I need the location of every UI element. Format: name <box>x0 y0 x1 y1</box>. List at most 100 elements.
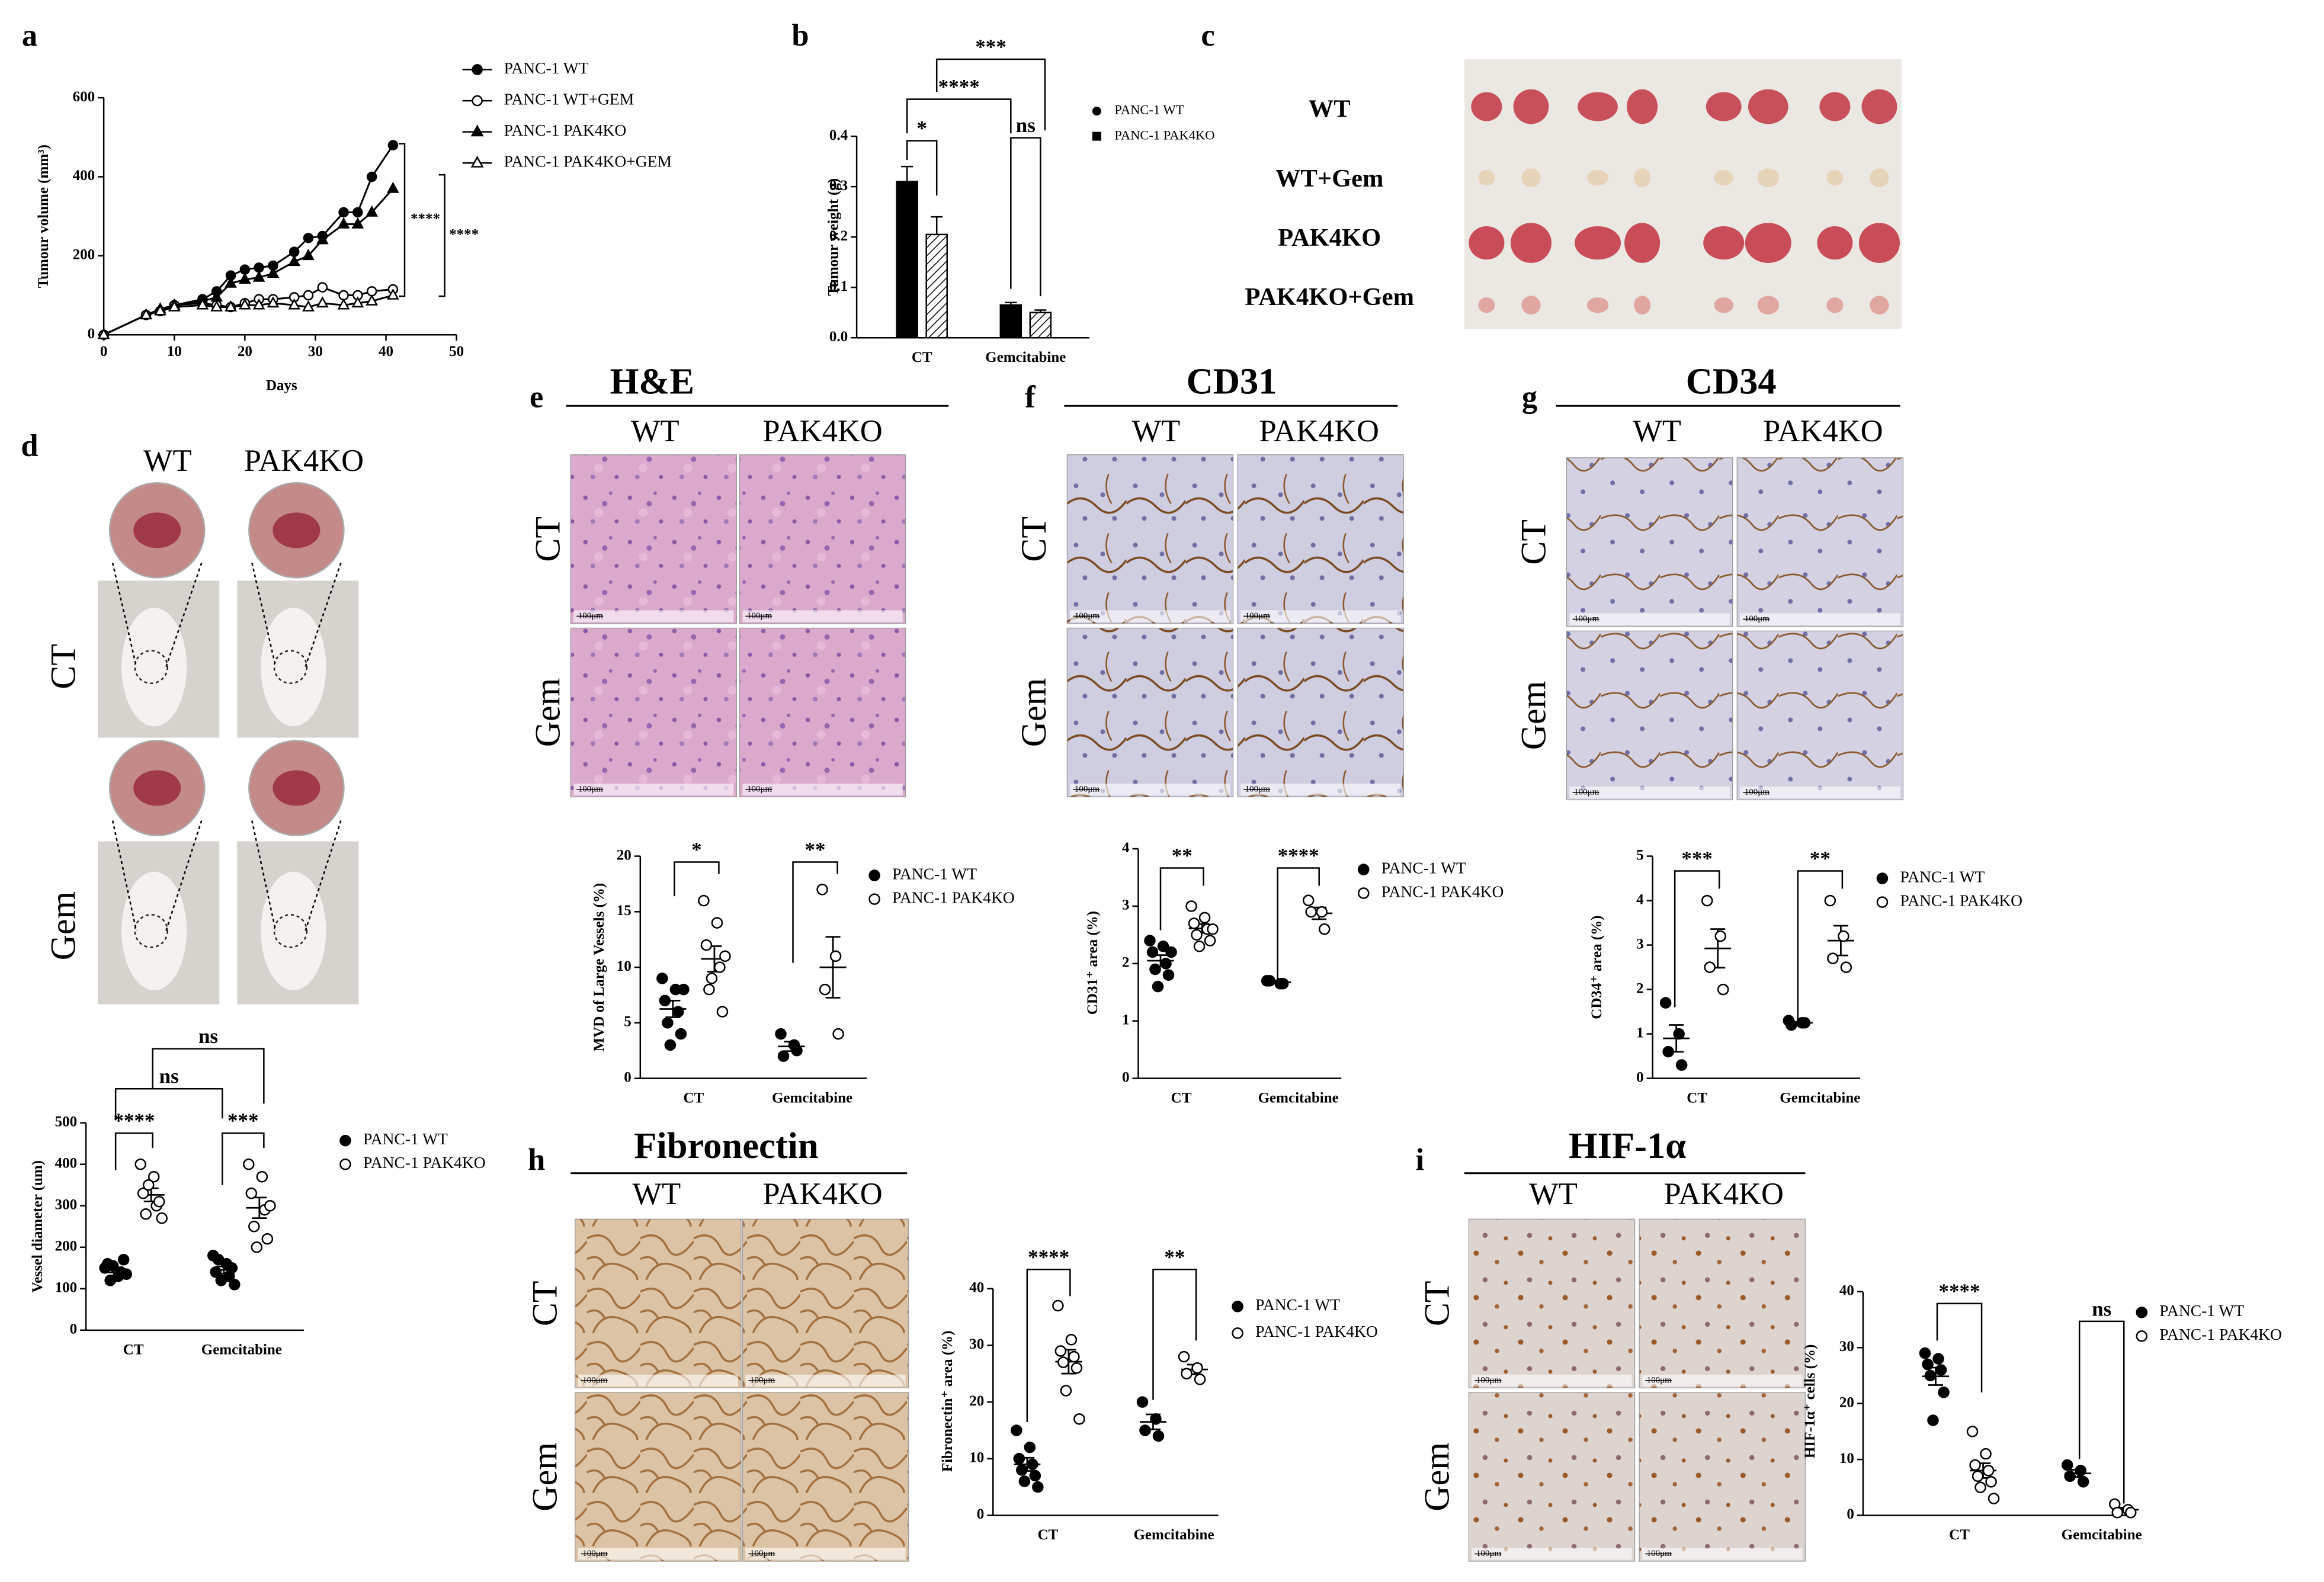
column-label: PAK4KO <box>762 414 882 448</box>
panel-letter: b <box>791 18 809 53</box>
y-tick-label: 600 <box>73 89 95 105</box>
marker <box>338 207 349 218</box>
marker <box>238 298 251 310</box>
scale-bar-label: 100μm <box>747 611 772 621</box>
y-tick-label: 200 <box>55 1238 78 1254</box>
significance-label: ** <box>1164 1246 1185 1269</box>
error-bar <box>931 216 943 235</box>
panel-letter: i <box>1416 1143 1425 1177</box>
y-tick-label: 40 <box>969 1280 984 1296</box>
significance-bracket <box>674 861 720 897</box>
marker <box>775 1028 787 1040</box>
marker <box>1982 1465 1995 1477</box>
scale-bar-bg <box>745 1548 906 1560</box>
significance-bracket <box>438 174 445 297</box>
marker <box>107 1260 119 1272</box>
inset-line <box>304 562 342 668</box>
significance-bracket <box>2078 1320 2125 1504</box>
marker <box>261 1233 274 1245</box>
legend-label: PANC-1 WT <box>1381 858 1466 877</box>
marker <box>2111 1506 2123 1519</box>
inset-line <box>251 820 277 932</box>
x-tick-label: CT <box>1037 1527 1058 1543</box>
row-label: PAK4KO+Gem <box>1245 283 1414 311</box>
marker <box>252 298 265 310</box>
x-tick-label: Gemcitabine <box>1258 1090 1339 1106</box>
row-label: Gem <box>1418 1442 1457 1512</box>
scale-bar-label: 100μm <box>578 784 604 794</box>
marker <box>302 300 315 312</box>
scale-bar-bg <box>1472 1548 1632 1560</box>
marker <box>337 298 350 310</box>
significance-label: **** <box>1028 1246 1069 1269</box>
significance-bracket <box>399 143 406 297</box>
y-tick-label: 20 <box>969 1393 984 1409</box>
y-tick-label: 1 <box>1122 1012 1130 1028</box>
row-label: Gem <box>1014 678 1053 747</box>
marker <box>868 869 880 881</box>
scale-bar-label: 100μm <box>1574 614 1599 624</box>
marker <box>1701 894 1713 907</box>
scale-bar-label: 100μm <box>1245 784 1271 794</box>
marker <box>387 140 399 150</box>
marker <box>1232 1301 1243 1313</box>
marker <box>303 233 314 243</box>
y-tick-label: 0 <box>977 1506 985 1522</box>
mean-sem <box>137 1187 165 1202</box>
column-label: WT <box>631 414 679 448</box>
significance-label: ** <box>1810 847 1831 870</box>
marker <box>1988 1493 2000 1504</box>
significance-label: *** <box>975 36 1006 59</box>
legend-label: PANC-1 WT <box>1255 1295 1340 1314</box>
significance-label: *** <box>1681 847 1713 870</box>
panel-letter: d <box>21 429 38 463</box>
marker <box>245 1188 258 1199</box>
marker <box>1054 1345 1067 1357</box>
marker <box>142 1179 155 1191</box>
marker <box>1714 930 1726 942</box>
scale-bar-label: 100μm <box>747 784 772 794</box>
marker <box>1185 900 1197 912</box>
tumour <box>1575 226 1621 260</box>
marker <box>1932 1353 1944 1365</box>
inset-line <box>165 562 203 668</box>
marker <box>267 296 280 308</box>
row-label: Gem <box>528 678 567 747</box>
marker <box>1264 975 1275 987</box>
row-label: CT <box>43 644 82 689</box>
marker <box>1927 1414 1939 1426</box>
marker <box>264 1200 276 1212</box>
marker <box>868 893 880 905</box>
y-axis-label: MVD of Large Vessels (%) <box>591 883 607 1052</box>
micrograph <box>575 1392 742 1562</box>
marker <box>1013 1453 1025 1465</box>
significance-bracket <box>152 1048 265 1104</box>
significance-label: * <box>916 117 927 140</box>
error-bar <box>1034 309 1047 313</box>
panel-letter: c <box>1201 18 1214 53</box>
significance-bracket <box>1026 1269 1071 1422</box>
scale-bar-label: 100μm <box>1476 1375 1502 1385</box>
significance-label: ** <box>805 838 826 861</box>
marker <box>678 983 690 996</box>
row-label: CT <box>1514 519 1553 565</box>
row-label: CT <box>528 516 567 562</box>
scale-bar-bg <box>1070 610 1230 622</box>
tumour <box>1748 89 1788 124</box>
x-tick-label: CT <box>912 349 932 365</box>
marker <box>351 296 364 308</box>
x-tick-label: Gemcitabine <box>1133 1527 1214 1543</box>
legend-label: PANC-1 WT <box>363 1129 448 1148</box>
tumour <box>1714 169 1733 186</box>
scale-bar-label: 100μm <box>1075 611 1100 621</box>
marker <box>2061 1459 2073 1471</box>
mean-sem <box>1704 928 1732 969</box>
scale-bar-label: 100μm <box>1574 787 1599 797</box>
inset-line <box>251 563 277 668</box>
marker <box>1827 952 1839 964</box>
marker <box>153 1196 165 1208</box>
tumour <box>1714 297 1733 313</box>
tumour <box>1634 168 1651 187</box>
row-label: CT <box>525 1281 564 1326</box>
tumour-site <box>273 650 308 684</box>
